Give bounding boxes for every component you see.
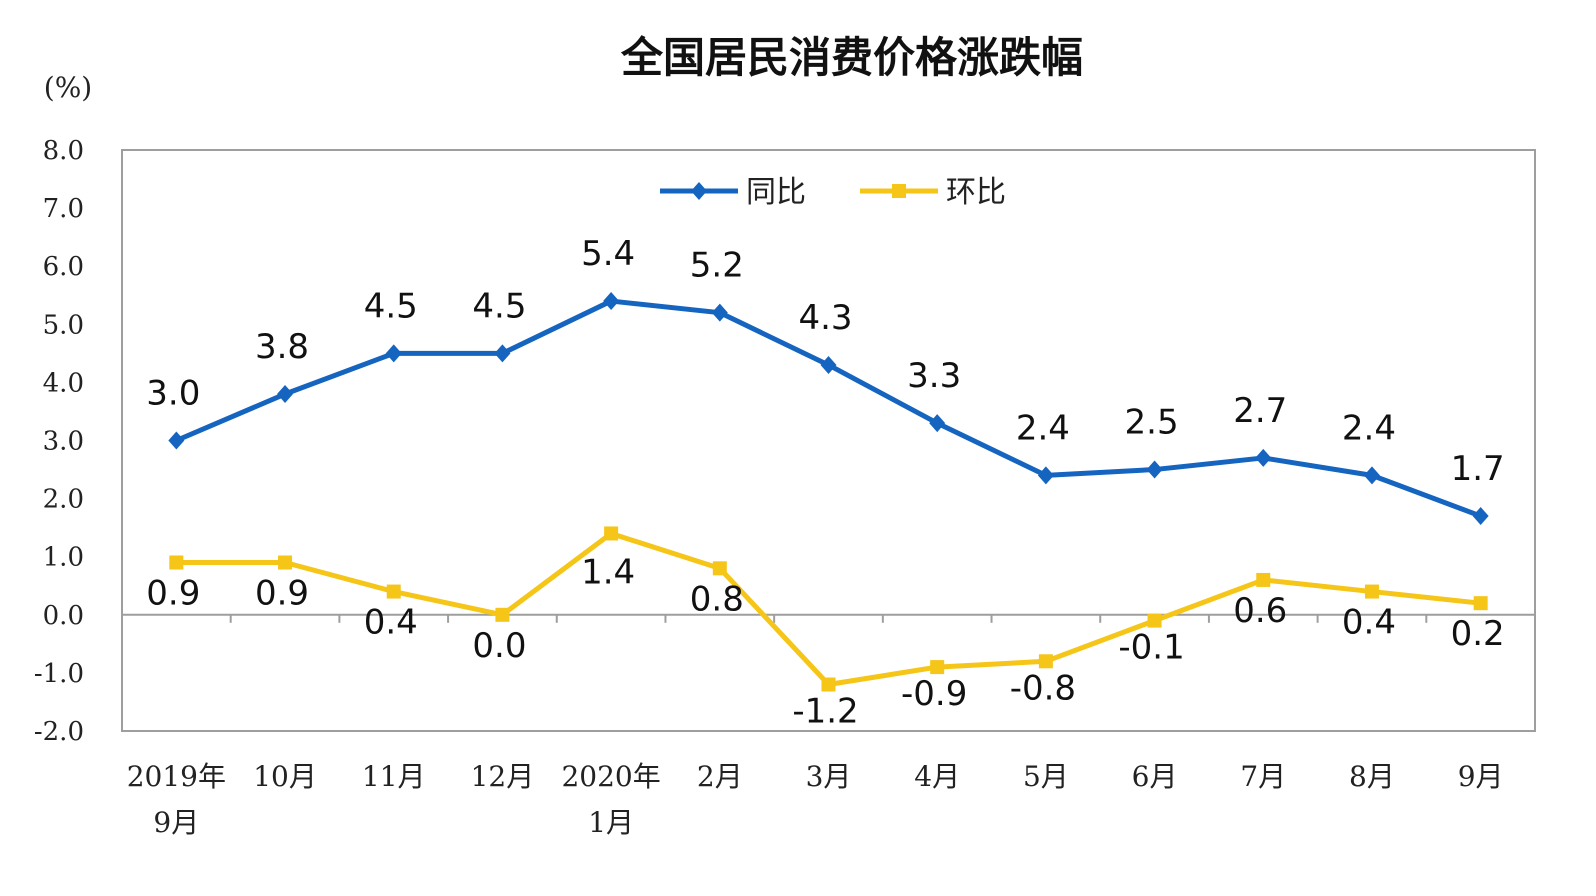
series-layer: [168, 292, 1489, 692]
data-label: 4.5: [364, 286, 418, 326]
data-label: 1.4: [581, 552, 635, 592]
y-tick-label: 6.0: [43, 252, 84, 282]
data-point-marker: [1038, 654, 1053, 669]
x-tick-label: 7月: [1240, 760, 1286, 793]
data-label: 1.7: [1451, 449, 1505, 489]
legend-marker: [892, 184, 906, 198]
x-tick-label: 5月: [1023, 760, 1069, 793]
x-tick-label: 10月: [253, 760, 317, 793]
data-point-marker: [929, 414, 946, 433]
data-label: 4.3: [798, 298, 852, 338]
y-axis: 8.0 7.0 6.0 5.0 4.0 3.0 2.0 1.0 0.0 -1.0 -2.0: [34, 136, 84, 747]
data-point-marker: [711, 303, 728, 322]
x-tick-label: 12月: [471, 760, 535, 793]
data-point-marker: [168, 431, 185, 450]
data-label: 3.8: [255, 327, 309, 367]
data-label: -0.1: [1118, 628, 1184, 668]
y-tick-label: 8.0: [43, 136, 84, 166]
data-point-marker: [1146, 460, 1163, 479]
data-point-marker: [930, 660, 945, 675]
chart-title: 全国居民消费价格涨跌幅: [620, 33, 1083, 82]
y-unit-label: (%): [44, 71, 92, 104]
legend-label: 环比: [946, 175, 1006, 210]
data-label: -0.9: [901, 674, 967, 714]
data-point-marker: [821, 677, 836, 692]
data-label: -1.2: [792, 692, 858, 732]
data-point-marker: [386, 584, 401, 599]
x-tick-label: 2019年: [127, 760, 226, 793]
data-label: 3.3: [907, 356, 961, 396]
y-tick-label: 1.0: [43, 543, 84, 573]
data-point-marker: [1472, 507, 1489, 526]
data-point-marker: [1473, 596, 1488, 611]
y-tick-label: 4.0: [43, 368, 84, 398]
data-label: 0.2: [1451, 614, 1505, 654]
x-tick-label: 11月: [362, 760, 426, 793]
data-point-marker: [385, 344, 402, 363]
data-point-marker: [169, 555, 184, 570]
y-tick-label: 5.0: [43, 310, 84, 340]
data-label: 2.4: [1016, 408, 1070, 448]
data-point-marker: [820, 355, 837, 374]
x-tick-label: 2020年: [561, 760, 660, 793]
legend-label: 同比: [746, 175, 806, 210]
data-point-marker: [712, 561, 727, 576]
data-label: 5.2: [690, 246, 744, 286]
data-label: 0.4: [1342, 603, 1396, 643]
x-tick-label: 8月: [1349, 760, 1395, 793]
data-point-marker: [495, 607, 510, 622]
data-label: 0.8: [690, 579, 744, 619]
data-point-marker: [1037, 466, 1054, 485]
y-tick-label: 3.0: [43, 427, 84, 457]
y-tick-label: -1.0: [34, 659, 84, 689]
data-label: 2.4: [1342, 408, 1396, 448]
tick-layer: [229, 614, 1428, 623]
data-point-marker: [1147, 613, 1162, 628]
data-point-marker: [603, 292, 620, 311]
data-point-marker: [278, 555, 293, 570]
y-tick-label: -2.0: [34, 717, 84, 747]
data-point-marker: [1363, 466, 1380, 485]
data-point-marker: [1364, 584, 1379, 599]
x-tick-label: 6月: [1132, 760, 1178, 793]
x-tick-label: 9月: [153, 806, 199, 839]
x-tick-label: 4月: [914, 760, 960, 793]
data-point-marker: [277, 385, 294, 404]
data-labels: 3.0 3.8 4.5 4.5 5.4 5.2 4.3 3.3 2.4 2.5 2.7 2.4 1.7 0…: [146, 234, 1504, 731]
x-tick-label: 1月: [588, 806, 634, 839]
data-label: 4.5: [472, 286, 526, 326]
y-tick-label: 7.0: [43, 194, 84, 224]
legend: 同比 环比: [660, 175, 1006, 210]
data-point-marker: [1255, 448, 1272, 467]
data-label: 3.0: [146, 374, 200, 414]
data-label: 0.9: [146, 574, 200, 614]
data-label: 5.4: [581, 234, 635, 274]
data-point-marker: [604, 526, 619, 541]
x-axis: 2019年 9月 10月 11月 12月 2020年 1月 2月 3月 4月 5月 6月 7月 8月 9月: [127, 760, 1504, 839]
y-tick-label: 0.0: [43, 601, 84, 631]
x-tick-label: 9月: [1458, 760, 1504, 793]
x-tick-label: 2月: [697, 760, 743, 793]
legend-marker: [691, 182, 707, 200]
x-tick-label: 3月: [806, 760, 852, 793]
data-label: 2.7: [1233, 391, 1287, 431]
data-label: 2.5: [1125, 403, 1179, 443]
data-label: 0.4: [364, 603, 418, 643]
data-point-marker: [1256, 572, 1271, 587]
plot-area-frame: [121, 149, 1536, 732]
data-point-marker: [494, 344, 511, 363]
data-label: 0.6: [1233, 591, 1287, 631]
data-label: -0.8: [1010, 668, 1076, 708]
data-label: 0.9: [255, 574, 309, 614]
y-tick-label: 2.0: [43, 485, 84, 515]
data-label: 0.0: [472, 626, 526, 666]
